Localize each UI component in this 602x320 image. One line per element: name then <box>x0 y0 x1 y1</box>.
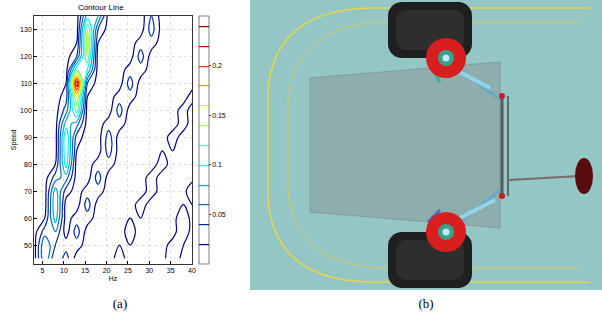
svg-text:90: 90 <box>24 134 32 141</box>
svg-text:5: 5 <box>41 267 45 274</box>
svg-text:0.1: 0.1 <box>212 161 222 168</box>
svg-text:25: 25 <box>124 267 132 274</box>
html-text:(b): (b) <box>418 296 434 311</box>
svg-text:120: 120 <box>20 53 32 60</box>
svg-text:50: 50 <box>24 242 32 249</box>
html-text:(a): (a) <box>112 296 128 311</box>
svg-text:10: 10 <box>60 267 68 274</box>
svg-text:0.2: 0.2 <box>212 62 222 69</box>
svg-text:80: 80 <box>24 161 32 168</box>
svg-text:0.05: 0.05 <box>212 211 226 218</box>
svg-text:35: 35 <box>167 267 175 274</box>
svg-text:Hz: Hz <box>109 275 118 282</box>
svg-text:15: 15 <box>81 267 89 274</box>
svg-text:60: 60 <box>24 215 32 222</box>
svg-text:0.15: 0.15 <box>212 112 226 119</box>
svg-text:Contour Line: Contour Line <box>78 3 124 12</box>
svg-text:130: 130 <box>20 26 32 33</box>
svg-text:Speed: Speed <box>10 130 18 150</box>
svg-text:100: 100 <box>20 107 32 114</box>
svg-text:20: 20 <box>103 267 111 274</box>
svg-text:40: 40 <box>188 267 196 274</box>
svg-text:30: 30 <box>145 267 153 274</box>
svg-text:70: 70 <box>24 188 32 195</box>
svg-text:110: 110 <box>21 80 32 87</box>
